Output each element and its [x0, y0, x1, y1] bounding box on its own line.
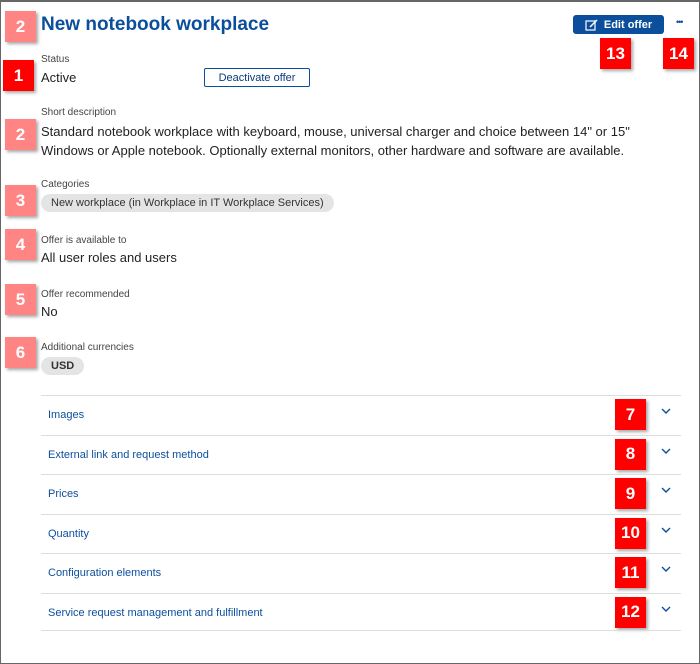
chevron-down-icon[interactable] — [661, 448, 671, 455]
available-value: All user roles and users — [41, 250, 177, 265]
annotation-badge: 10 — [615, 517, 646, 549]
accordion-label: Configuration elements — [48, 567, 162, 580]
annotation-badge: 5 — [5, 284, 36, 315]
chevron-down-icon[interactable] — [661, 487, 671, 494]
annotation-badge: 13 — [600, 38, 631, 69]
accordion-item[interactable]: External link and request method — [41, 434, 681, 475]
accordion-label: Images — [48, 409, 85, 422]
accordion-item[interactable]: Images — [41, 395, 681, 435]
annotation-badge: 2 — [5, 119, 36, 150]
currencies-label: Additional currencies — [41, 342, 134, 353]
chevron-down-icon[interactable] — [661, 527, 671, 534]
chevron-down-icon[interactable] — [661, 606, 671, 613]
status-label: Status — [41, 54, 70, 65]
annotation-badge: 12 — [615, 596, 646, 628]
accordion-item[interactable]: Service request management and fulfillme… — [41, 592, 681, 633]
category-chip: New workplace (in Workplace in IT Workpl… — [41, 194, 334, 212]
annotation-badge: 2 — [5, 11, 36, 42]
accordion-item[interactable]: Configuration elements — [41, 553, 681, 593]
description-label: Short description — [41, 107, 117, 118]
description-line: Windows or Apple notebook. Optionally ex… — [41, 143, 625, 158]
description-line: Standard notebook workplace with keyboar… — [41, 124, 630, 139]
more-options-icon[interactable]: ••• — [676, 17, 684, 27]
recommended-value: No — [41, 304, 58, 319]
accordion-label: External link and request method — [48, 448, 209, 461]
accordion-label: Quantity — [48, 527, 89, 540]
recommended-label: Offer recommended — [41, 289, 130, 300]
deactivate-offer-button[interactable]: Deactivate offer — [204, 68, 310, 87]
annotation-badge: 1 — [3, 60, 34, 91]
accordion-label: Service request management and fulfillme… — [48, 606, 263, 619]
available-label: Offer is available to — [41, 235, 127, 246]
annotation-badge: 11 — [615, 557, 646, 588]
accordion-label: Prices — [48, 488, 79, 501]
chevron-down-icon[interactable] — [661, 566, 671, 573]
accordion-item[interactable]: Prices — [41, 474, 681, 514]
annotation-badge: 6 — [5, 337, 36, 368]
edit-offer-label: Edit offer — [603, 18, 653, 31]
divider — [41, 630, 681, 631]
currency-chip: USD — [41, 357, 85, 375]
page-title: New notebook workplace — [41, 14, 270, 35]
annotation-badge: 14 — [663, 38, 694, 69]
chevron-down-icon[interactable] — [661, 408, 671, 415]
accordion-item[interactable]: Quantity — [41, 513, 681, 554]
annotation-badge: 9 — [615, 478, 646, 509]
annotation-badge: 7 — [615, 399, 646, 430]
annotation-badge: 8 — [615, 438, 646, 470]
edit-offer-button[interactable]: Edit offer — [573, 15, 664, 34]
categories-label: Categories — [41, 179, 90, 190]
annotation-badge: 4 — [5, 229, 36, 260]
status-value: Active — [41, 70, 77, 85]
annotation-badge: 3 — [5, 185, 36, 216]
edit-icon — [585, 18, 598, 31]
